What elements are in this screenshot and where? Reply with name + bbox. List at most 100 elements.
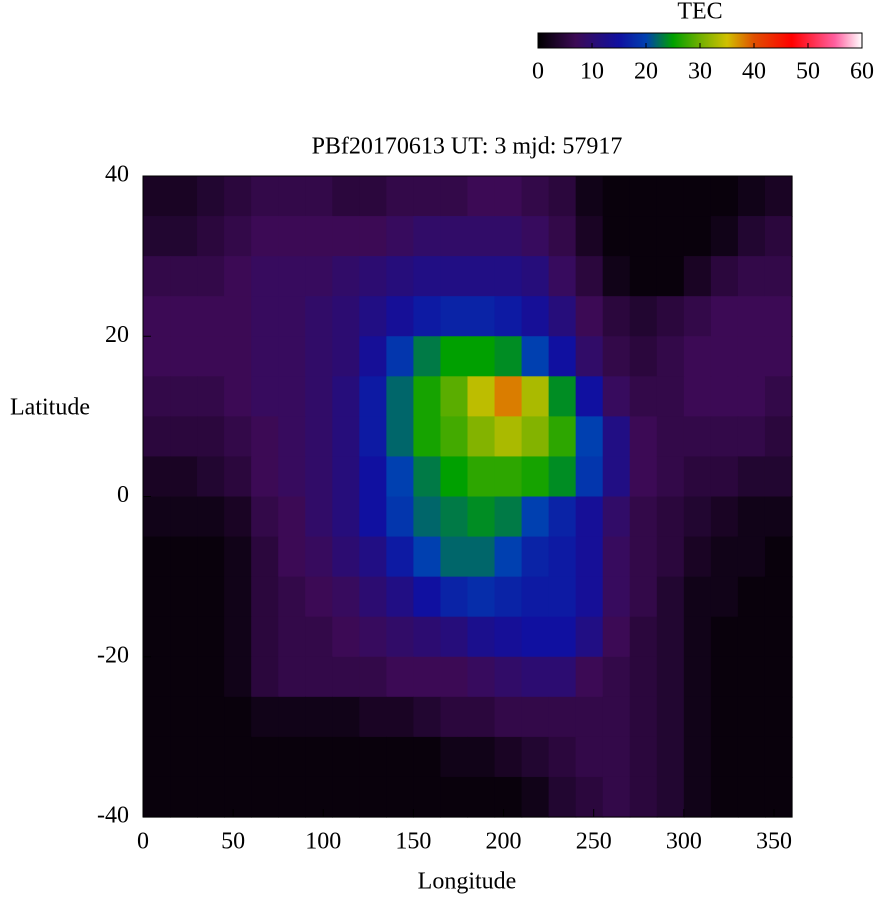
cell: [440, 456, 469, 498]
cell: [224, 736, 252, 778]
cell: [467, 696, 496, 738]
cell: [251, 416, 279, 458]
cell: [737, 576, 766, 618]
cell: [386, 736, 415, 778]
cell: [629, 416, 658, 458]
cell: [548, 416, 577, 458]
cell: [251, 616, 279, 658]
cell: [224, 456, 252, 498]
y-tick-label: 0: [117, 482, 129, 508]
cell: [683, 176, 712, 217]
colorbar-tick-label: 60: [850, 59, 874, 85]
cell: [737, 456, 766, 498]
cell: [359, 616, 387, 658]
cell: [764, 616, 793, 658]
cell: [575, 536, 604, 578]
cell: [359, 536, 387, 578]
cell: [197, 536, 225, 578]
cell: [170, 256, 198, 297]
cell: [629, 456, 658, 498]
cell: [710, 176, 739, 217]
cell: [278, 736, 306, 778]
cell: [170, 696, 198, 738]
cell: [224, 416, 252, 458]
cell: [710, 776, 739, 818]
cell: [737, 536, 766, 578]
cell: [359, 736, 387, 778]
cell: [278, 416, 306, 458]
cell: [764, 696, 793, 738]
cell: [359, 336, 387, 377]
cell: [629, 176, 658, 217]
cell: [656, 616, 685, 658]
cell: [251, 496, 279, 538]
y-tick-label: 40: [105, 162, 129, 188]
cell: [629, 216, 658, 257]
colorbar-tick-label: 20: [634, 59, 658, 85]
cell: [575, 256, 604, 297]
cell: [656, 776, 685, 818]
cell: [305, 696, 333, 738]
cell: [413, 456, 442, 498]
cell: [548, 336, 577, 377]
cell: [332, 576, 360, 618]
cell: [197, 376, 225, 417]
cell: [467, 256, 496, 297]
cell: [467, 656, 496, 698]
cell: [143, 296, 171, 337]
cell: [224, 696, 252, 738]
cell: [413, 416, 442, 458]
cell: [602, 576, 631, 618]
cell: [224, 776, 252, 818]
cell: [251, 296, 279, 337]
cell: [683, 776, 712, 818]
cell: [332, 736, 360, 778]
cell: [278, 376, 306, 417]
cell: [170, 616, 198, 658]
cell: [683, 216, 712, 257]
cell: [602, 696, 631, 738]
cell: [575, 416, 604, 458]
cell: [386, 376, 415, 417]
y-tick-label: 20: [105, 322, 129, 348]
cell: [656, 496, 685, 538]
colorbar-tick-label: 40: [742, 59, 766, 85]
cell: [602, 176, 631, 217]
cell: [629, 256, 658, 297]
cell: [305, 656, 333, 698]
cell: [575, 216, 604, 257]
cell: [602, 416, 631, 458]
cell: [602, 536, 631, 578]
cell: [413, 496, 442, 538]
x-tick-label: 100: [305, 829, 341, 855]
cell: [494, 576, 523, 618]
cell: [278, 616, 306, 658]
cell: [575, 776, 604, 818]
cell: [359, 576, 387, 618]
cell: [143, 376, 171, 417]
cell: [521, 296, 550, 337]
cell: [764, 376, 793, 417]
cell: [710, 256, 739, 297]
cell: [224, 256, 252, 297]
cell: [683, 416, 712, 458]
cell: [170, 496, 198, 538]
cell: [413, 616, 442, 658]
cell: [386, 576, 415, 618]
cell: [548, 176, 577, 217]
cell: [710, 336, 739, 377]
cell: [737, 256, 766, 297]
cell: [656, 216, 685, 257]
cell: [548, 376, 577, 417]
cell: [737, 216, 766, 257]
cell: [602, 216, 631, 257]
cell: [224, 616, 252, 658]
cell: [710, 496, 739, 538]
cell: [440, 696, 469, 738]
cell: [332, 536, 360, 578]
cell: [197, 496, 225, 538]
cell: [197, 296, 225, 337]
cell: [602, 376, 631, 417]
cell: [575, 376, 604, 417]
cell: [548, 696, 577, 738]
